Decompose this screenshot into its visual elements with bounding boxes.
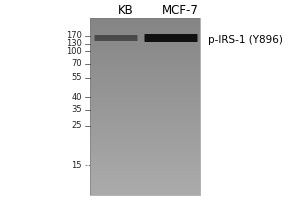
Bar <box>90 133 200 135</box>
Bar <box>90 38 200 40</box>
Bar <box>90 71 200 73</box>
Bar <box>90 95 200 98</box>
Bar <box>90 109 200 111</box>
Bar <box>90 25 200 27</box>
Text: 170: 170 <box>66 31 82 40</box>
Bar <box>90 80 200 82</box>
Bar <box>90 155 200 157</box>
Bar <box>90 87 200 89</box>
Bar <box>90 157 200 160</box>
Bar <box>90 29 200 31</box>
Bar <box>90 151 200 153</box>
Bar <box>90 93 200 95</box>
Bar <box>90 164 200 166</box>
Bar <box>90 18 200 20</box>
Bar <box>90 135 200 137</box>
Bar <box>90 162 200 164</box>
Bar <box>90 102 200 104</box>
Bar <box>90 53 200 56</box>
Text: 40: 40 <box>71 92 82 102</box>
Bar <box>90 193 200 195</box>
Bar <box>90 173 200 175</box>
Bar <box>90 78 200 80</box>
Bar <box>90 49 200 51</box>
Bar <box>90 124 200 126</box>
Bar <box>90 64 200 67</box>
Bar <box>90 42 200 45</box>
Bar <box>90 182 200 184</box>
Bar <box>90 73 200 76</box>
Bar <box>90 33 200 36</box>
Bar <box>90 69 200 71</box>
Bar <box>90 76 200 78</box>
Bar <box>90 153 200 155</box>
FancyBboxPatch shape <box>94 35 137 41</box>
Bar <box>90 56 200 58</box>
Text: 70: 70 <box>71 60 82 68</box>
Text: 35: 35 <box>71 106 82 114</box>
Bar <box>90 104 200 106</box>
Bar <box>90 186 200 188</box>
Bar <box>90 137 200 140</box>
Bar <box>90 98 200 100</box>
Bar <box>90 115 200 118</box>
Bar <box>90 82 200 84</box>
Bar <box>90 36 200 38</box>
Bar <box>90 91 200 93</box>
Text: 130: 130 <box>66 40 82 48</box>
Bar <box>90 146 200 149</box>
Text: 25: 25 <box>71 121 82 130</box>
Bar <box>90 67 200 69</box>
Bar <box>90 140 200 142</box>
Bar <box>90 180 200 182</box>
Bar <box>90 175 200 177</box>
Bar <box>90 171 200 173</box>
Text: KB: KB <box>118 3 134 17</box>
Bar <box>90 51 200 53</box>
Bar <box>90 131 200 133</box>
Text: p-IRS-1 (Y896): p-IRS-1 (Y896) <box>208 35 283 45</box>
Bar <box>90 142 200 144</box>
Text: MCF-7: MCF-7 <box>162 3 198 17</box>
Bar <box>90 20 200 22</box>
Bar <box>90 22 200 25</box>
Bar <box>90 27 200 29</box>
Bar <box>90 84 200 87</box>
Bar <box>90 160 200 162</box>
Text: 100: 100 <box>66 46 82 55</box>
Bar <box>90 184 200 186</box>
Bar <box>90 40 200 42</box>
Bar <box>90 177 200 180</box>
Bar <box>90 58 200 60</box>
Bar <box>90 191 200 193</box>
FancyBboxPatch shape <box>145 34 197 42</box>
Bar <box>90 106 200 109</box>
Bar <box>90 89 200 91</box>
Bar <box>90 144 200 146</box>
Bar <box>90 111 200 113</box>
Bar <box>90 45 200 47</box>
Text: 55: 55 <box>71 73 82 82</box>
Bar <box>90 60 200 62</box>
Bar <box>90 120 200 122</box>
Text: 15: 15 <box>71 160 82 170</box>
Bar <box>90 168 200 171</box>
Bar <box>90 18 200 195</box>
Bar <box>90 100 200 102</box>
Bar <box>90 166 200 168</box>
Bar <box>90 47 200 49</box>
Bar <box>90 149 200 151</box>
Bar <box>90 122 200 124</box>
Bar <box>90 62 200 64</box>
Bar <box>90 31 200 33</box>
Bar <box>90 118 200 120</box>
Bar <box>90 129 200 131</box>
Bar <box>90 188 200 191</box>
Bar <box>90 126 200 129</box>
Bar <box>90 113 200 115</box>
